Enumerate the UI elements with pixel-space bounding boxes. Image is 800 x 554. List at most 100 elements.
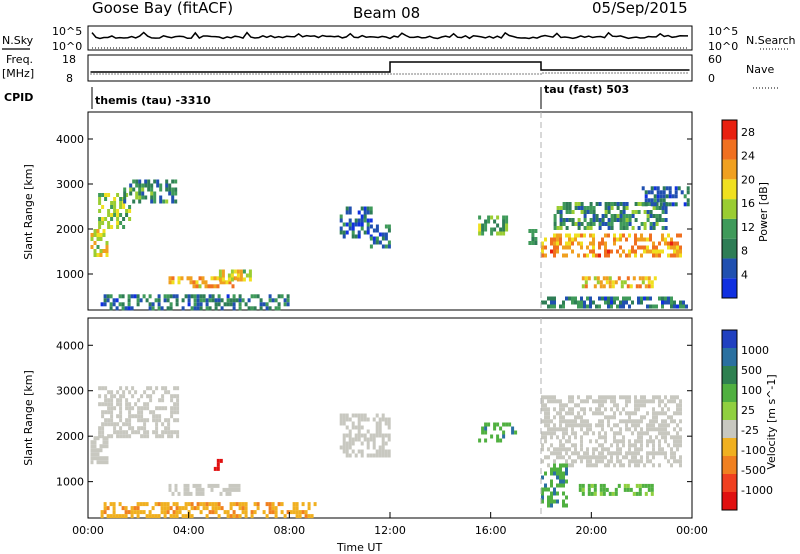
data-cell bbox=[214, 298, 218, 303]
data-cell bbox=[643, 399, 646, 404]
data-cell bbox=[99, 249, 103, 253]
data-cell bbox=[366, 210, 370, 215]
data-cell bbox=[586, 427, 589, 432]
data-cell bbox=[277, 302, 281, 307]
data-cell bbox=[643, 249, 646, 254]
data-cell bbox=[107, 434, 111, 439]
data-cell bbox=[655, 304, 658, 309]
x-tick-label: 00:00 bbox=[72, 524, 104, 537]
data-cell bbox=[541, 399, 544, 404]
station-title: Goose Bay (fitACF) bbox=[92, 0, 233, 17]
data-cell bbox=[100, 302, 104, 307]
date-title: 05/Sep/2015 bbox=[592, 0, 688, 17]
data-cell bbox=[562, 475, 565, 480]
data-cell bbox=[544, 300, 547, 305]
data-cell bbox=[604, 300, 607, 305]
data-cell bbox=[550, 304, 553, 309]
data-cell bbox=[99, 448, 103, 453]
data-cell bbox=[259, 306, 263, 311]
y-tick-label: 4000 bbox=[56, 339, 84, 352]
data-cell bbox=[574, 403, 577, 408]
data-cell bbox=[241, 506, 245, 511]
power-colorbar-segment bbox=[722, 120, 737, 140]
data-cell bbox=[140, 418, 144, 423]
data-cell bbox=[571, 459, 574, 464]
data-cell bbox=[152, 410, 156, 415]
data-cell bbox=[578, 483, 582, 488]
data-cell bbox=[110, 422, 114, 427]
data-cell bbox=[119, 213, 123, 217]
data-cell bbox=[661, 300, 664, 305]
data-cell bbox=[345, 417, 349, 422]
data-cell bbox=[217, 298, 221, 303]
data-cell bbox=[265, 502, 269, 507]
data-cell bbox=[219, 280, 223, 285]
data-cell bbox=[655, 451, 658, 456]
data-cell bbox=[493, 219, 497, 224]
data-cell bbox=[122, 434, 126, 439]
data-cell bbox=[161, 386, 165, 391]
data-cell bbox=[622, 407, 625, 412]
data-cell bbox=[211, 298, 215, 303]
data-cell bbox=[146, 394, 150, 399]
data-cell bbox=[649, 427, 652, 432]
data-cell bbox=[147, 179, 151, 184]
data-cell bbox=[105, 460, 109, 465]
data-cell bbox=[218, 273, 222, 278]
data-cell bbox=[210, 276, 214, 281]
data-cell bbox=[670, 435, 673, 440]
data-cell bbox=[283, 514, 287, 519]
data-cell bbox=[378, 445, 382, 450]
data-cell bbox=[150, 195, 154, 200]
data-cell bbox=[109, 294, 113, 299]
y-tick-label: 1000 bbox=[56, 268, 84, 281]
data-cell bbox=[116, 390, 120, 395]
data-cell bbox=[622, 249, 625, 254]
data-cell bbox=[595, 447, 598, 452]
data-cell bbox=[610, 296, 613, 301]
data-cell bbox=[586, 210, 590, 214]
data-cell bbox=[178, 510, 182, 515]
data-cell bbox=[230, 273, 234, 278]
nave-line bbox=[90, 72, 690, 75]
data-cell bbox=[351, 437, 355, 442]
data-cell bbox=[664, 237, 667, 242]
data-cell bbox=[381, 236, 385, 241]
data-cell bbox=[571, 395, 574, 400]
data-cell bbox=[646, 296, 649, 301]
data-cell bbox=[541, 419, 544, 424]
data-cell bbox=[658, 206, 662, 210]
data-cell bbox=[481, 231, 485, 236]
data-cell bbox=[101, 386, 105, 391]
data-cell bbox=[587, 491, 591, 496]
data-cell bbox=[625, 253, 628, 258]
data-cell bbox=[628, 249, 631, 254]
data-cell bbox=[180, 276, 184, 281]
data-cell bbox=[596, 280, 600, 285]
data-cell bbox=[93, 229, 97, 233]
data-cell bbox=[357, 413, 361, 418]
data-cell bbox=[596, 276, 600, 281]
data-cell bbox=[661, 249, 664, 254]
data-cell bbox=[137, 418, 141, 423]
data-cell bbox=[625, 214, 629, 218]
data-cell bbox=[667, 423, 670, 428]
data-cell bbox=[550, 443, 553, 448]
data-cell bbox=[378, 425, 382, 430]
data-cell bbox=[589, 395, 592, 400]
data-cell bbox=[619, 304, 622, 309]
data-cell bbox=[583, 226, 587, 230]
data-cell bbox=[626, 483, 630, 488]
data-cell bbox=[236, 269, 240, 274]
data-cell bbox=[122, 225, 126, 229]
data-cell bbox=[345, 210, 349, 215]
data-cell bbox=[105, 436, 109, 441]
data-cell bbox=[616, 443, 619, 448]
data-cell bbox=[547, 419, 550, 424]
data-cell bbox=[650, 190, 654, 195]
data-cell bbox=[674, 190, 678, 195]
data-cell bbox=[183, 487, 187, 492]
data-cell bbox=[366, 453, 370, 458]
data-cell bbox=[562, 300, 565, 305]
data-cell bbox=[607, 253, 610, 258]
